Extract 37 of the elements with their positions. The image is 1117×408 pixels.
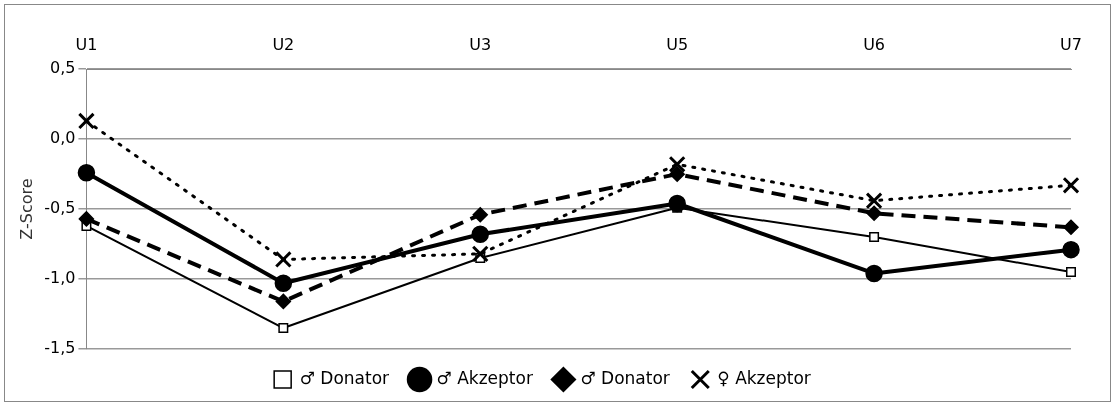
x-tick-label: U5 [666, 34, 689, 54]
point [669, 166, 685, 182]
point [78, 211, 95, 227]
y-axis-title: Z-Score [16, 178, 36, 240]
legend-label: ♀ Akzeptor [717, 367, 811, 388]
y-tick-label: -1,0 [44, 268, 76, 288]
point [77, 163, 96, 182]
point [1063, 219, 1079, 236]
x-tick-label: U2 [272, 34, 295, 54]
point [1066, 267, 1076, 278]
point [865, 264, 883, 283]
x-tick-label: U1 [75, 34, 98, 54]
point [275, 293, 292, 310]
y-tick-label: -0,5 [44, 198, 76, 218]
point [866, 205, 882, 222]
point [471, 245, 489, 263]
point [278, 323, 289, 334]
legend-label: ♂ Akzeptor [436, 367, 533, 388]
point [274, 274, 293, 292]
x-tick-label: U7 [1060, 34, 1082, 54]
point [668, 194, 686, 213]
point [274, 250, 292, 269]
x-tick-label: U6 [863, 34, 886, 54]
point [668, 155, 686, 173]
point [1062, 176, 1080, 194]
legend-label: ♂ Donator [580, 367, 670, 388]
y-tick-label: 0,5 [49, 58, 76, 78]
y-tick-label: -1,5 [44, 338, 76, 358]
point [869, 232, 880, 243]
point [471, 225, 489, 244]
point [77, 112, 95, 130]
point [1062, 240, 1080, 259]
y-tick-label: 0,0 [49, 128, 76, 148]
point [472, 206, 488, 223]
x-tick-label: U3 [469, 34, 492, 54]
legend-label: ♂ Donator [299, 367, 390, 388]
point [865, 192, 883, 210]
